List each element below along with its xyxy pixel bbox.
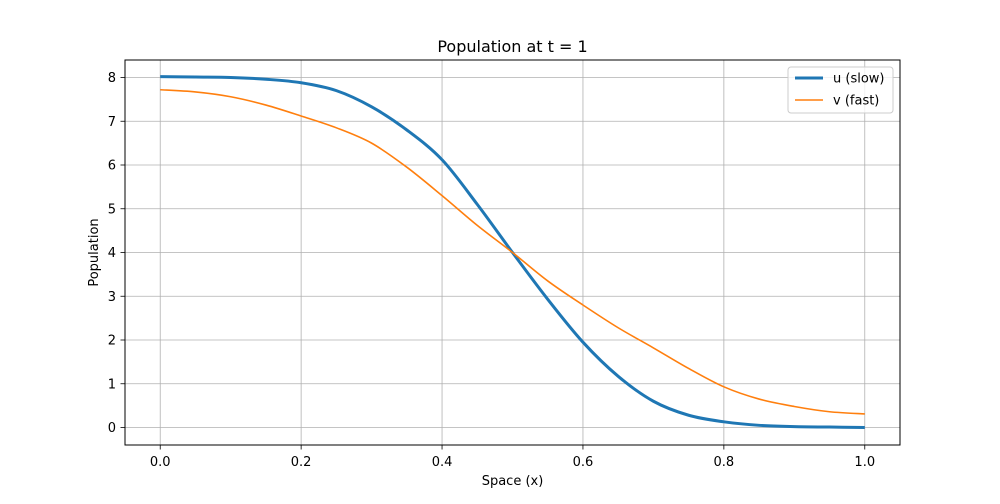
x-tick-label: 0.6 [573,455,594,470]
y-tick-label: 8 [108,71,116,86]
y-axis-label: Population [87,218,102,286]
y-tick-label: 4 [108,246,116,261]
axis-ticks: 0.0 0.2 0.4 0.6 0.8 1.0 0 1 2 3 4 5 6 7 8 [108,71,875,470]
y-tick-label: 7 [108,115,116,130]
y-tick-label: 3 [108,290,116,305]
x-tick-label: 0.8 [714,455,735,470]
y-tick-label: 0 [108,421,116,436]
series-line-v [160,88,865,415]
x-tick-label: 0.0 [150,455,171,470]
legend-label-v: v (fast) [833,94,879,109]
y-tick-label: 6 [108,159,116,174]
legend: u (slow) v (fast) [787,66,894,114]
y-tick-label: 2 [108,334,116,349]
chart-title: Population at t = 1 [437,37,587,56]
x-axis-label: Space (x) [482,474,544,489]
series-lines [160,75,865,429]
y-tick-label: 5 [108,202,116,217]
x-tick-label: 0.4 [432,455,453,470]
x-tick-label: 1.0 [854,455,875,470]
y-tick-label: 1 [108,377,116,392]
x-tick-label: 0.2 [291,455,312,470]
legend-label-u: u (slow) [833,72,885,87]
